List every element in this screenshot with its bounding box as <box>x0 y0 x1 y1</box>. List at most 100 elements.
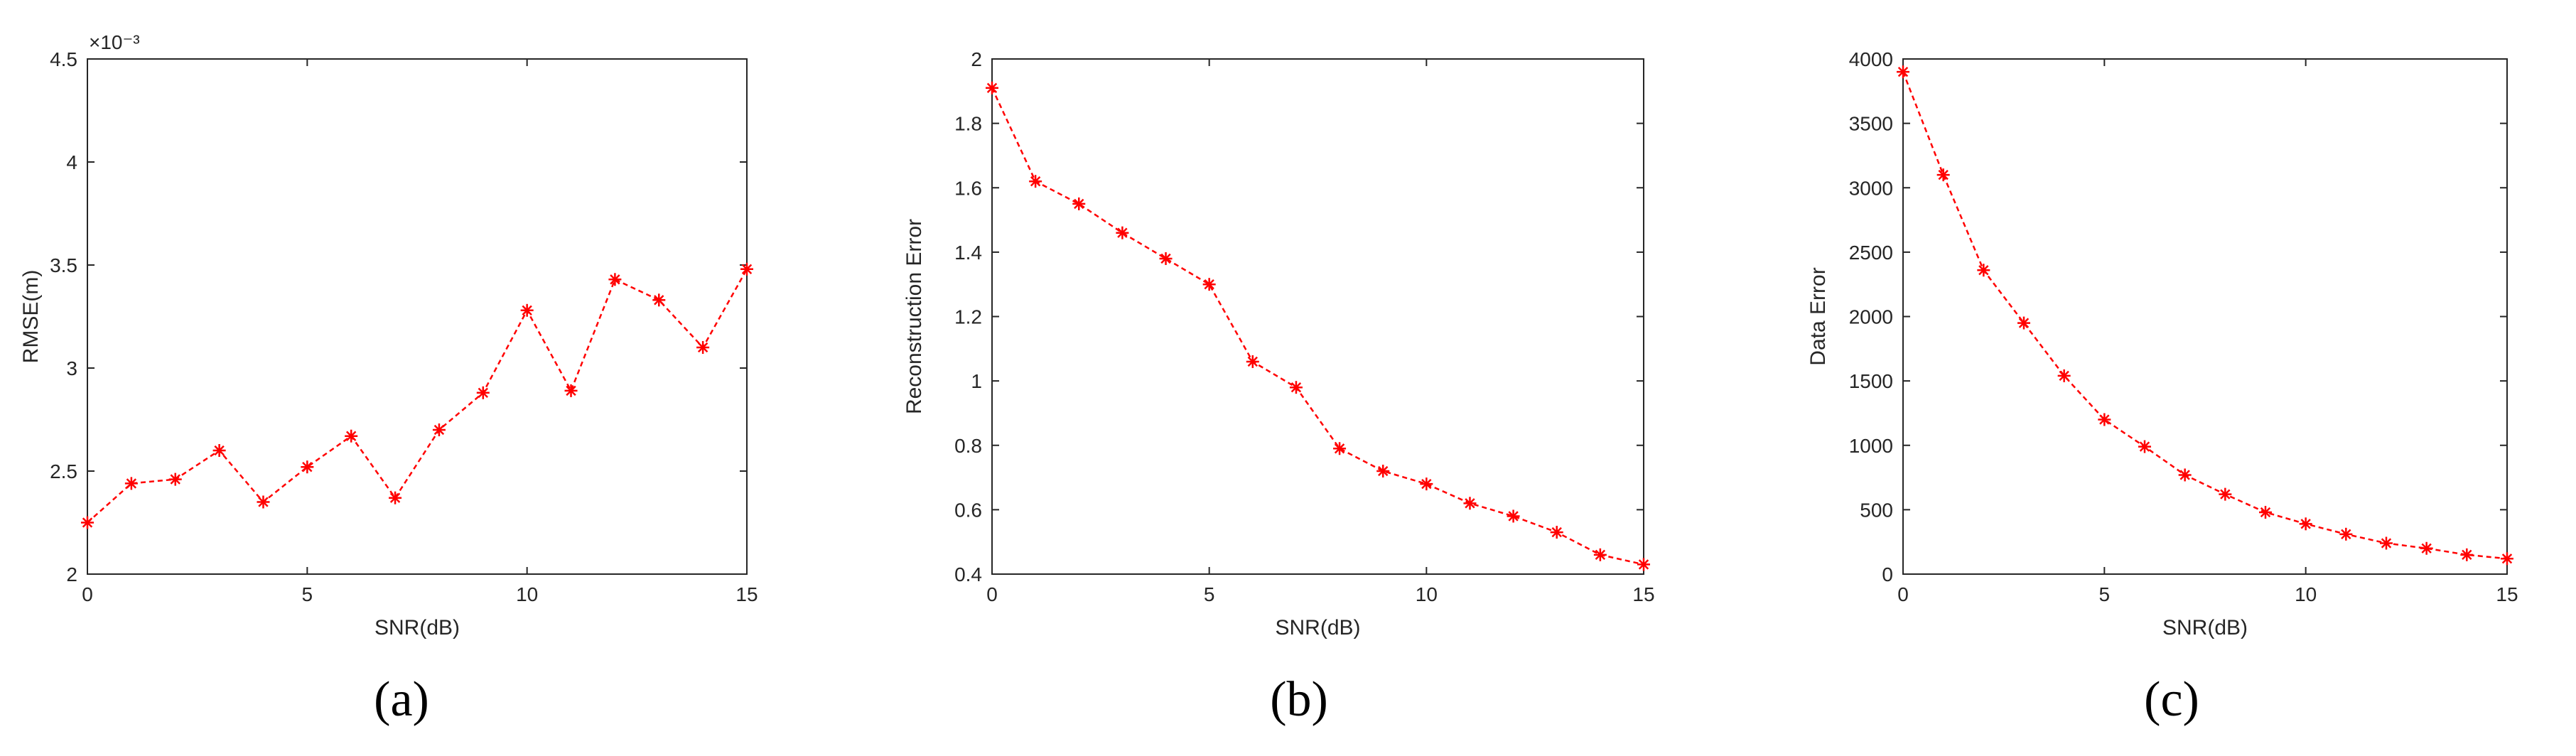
y-tick-label: 3000 <box>1849 177 1893 199</box>
x-tick-label: 10 <box>2295 583 2317 605</box>
y-tick-label: 2 <box>971 48 982 70</box>
marker-stroke <box>1978 265 1989 276</box>
x-tick-label: 10 <box>1416 583 1438 605</box>
y-tick-label: 4 <box>66 151 77 173</box>
marker-stroke <box>1334 443 1345 454</box>
marker-stroke <box>2139 441 2150 452</box>
data-point <box>2138 440 2151 453</box>
marker-stroke <box>1160 253 1171 264</box>
data-point <box>212 444 226 457</box>
panel-c: 0 5 10 15 0 500 1000 1500 2000 2500 3000 3500 4000 SN… <box>1717 0 2575 756</box>
marker-stroke <box>1551 526 1562 538</box>
data-point <box>257 495 270 509</box>
y-tick-label: 4.5 <box>50 48 77 70</box>
plot-area <box>1902 58 2508 575</box>
marker-stroke <box>2421 543 2432 554</box>
y-tick-label: 3.5 <box>50 254 77 276</box>
marker-stroke <box>1508 511 1519 522</box>
x-tick-label: 5 <box>1204 583 1215 605</box>
marker-stroke <box>1290 382 1302 393</box>
data-point <box>2420 541 2433 555</box>
marker-stroke <box>302 462 313 472</box>
marker-stroke <box>1378 465 1389 477</box>
data-point <box>2259 506 2272 519</box>
marker-stroke <box>433 424 445 436</box>
marker-stroke <box>741 264 753 274</box>
marker-stroke <box>258 497 269 507</box>
y-tick-label: 2500 <box>1849 242 1893 264</box>
y-tick-label: 0.4 <box>954 563 982 585</box>
data-point <box>2057 369 2071 382</box>
marker-stroke <box>2381 538 2392 549</box>
data-point <box>1116 226 1129 239</box>
y-tick-label: 3 <box>66 357 77 379</box>
marker-stroke <box>1897 66 1909 77</box>
series-line <box>991 87 1644 566</box>
marker-stroke <box>2501 554 2513 564</box>
y-tick-label: 1 <box>971 370 982 392</box>
x-tick-label: 0 <box>1897 583 1909 605</box>
y-tick-label: 500 <box>1860 499 1893 521</box>
x-tick-label: 0 <box>986 583 998 605</box>
marker-stroke <box>1421 478 1432 490</box>
marker-stroke <box>2462 549 2472 560</box>
marker-stroke <box>522 305 532 315</box>
marker-stroke <box>389 492 401 503</box>
data-point <box>1029 175 1042 188</box>
panel-a: 0 5 10 15 2 2.5 3 3.5 4 4.5 ×10⁻³ SNR(dB) RMSE(m) (a… <box>0 0 858 756</box>
data-point <box>1637 558 1650 571</box>
y-tick-label: 2.5 <box>50 460 77 482</box>
marker-stroke <box>2341 529 2351 539</box>
x-axis-title: SNR(dB) <box>2162 616 2248 639</box>
data-point <box>124 477 138 490</box>
data-point <box>520 303 534 317</box>
data-point <box>564 384 578 397</box>
data-point <box>345 429 358 443</box>
data-point <box>1593 548 1607 561</box>
y-tick-label: 1.6 <box>954 177 982 199</box>
marker-stroke <box>2179 470 2190 480</box>
marker-stroke <box>2220 489 2231 500</box>
x-tick-label: 0 <box>82 583 93 605</box>
y-tick-label: 4000 <box>1849 48 1893 70</box>
x-tick-label: 15 <box>735 583 758 605</box>
series-line <box>87 269 748 524</box>
data-point <box>1333 442 1347 455</box>
y-tick-label: 2000 <box>1849 306 1893 328</box>
y-tick-label: 1.2 <box>954 306 982 328</box>
chart-b: 0 5 10 15 0.4 0.6 0.8 1 1.2 1.4 1.6 1.8 2 SNR(dB) Reco… <box>902 48 1655 639</box>
marker-stroke <box>346 431 357 441</box>
y-tick-label: 0.8 <box>954 435 982 457</box>
marker-stroke <box>1638 559 1649 570</box>
y-tick-label: 1.8 <box>954 113 982 135</box>
data-point <box>2178 468 2192 482</box>
marker-stroke <box>1204 279 1214 290</box>
marker-stroke <box>986 82 998 93</box>
marker-stroke <box>566 385 576 396</box>
data-point <box>2380 536 2393 550</box>
data-point <box>2017 316 2030 330</box>
data-point <box>1897 65 1909 79</box>
marker-stroke <box>2260 507 2271 518</box>
y-axis-title: RMSE(m) <box>19 270 43 364</box>
data-point <box>696 341 710 354</box>
y-exponent-label: ×10⁻³ <box>89 31 140 53</box>
subplot-label-c: (c) <box>2144 672 2199 727</box>
panel-b: 0 5 10 15 0.4 0.6 0.8 1 1.2 1.4 1.6 1.8 2 SNR(dB) Reco… <box>858 0 1717 756</box>
marker-stroke <box>2018 318 2030 328</box>
x-axis-title: SNR(dB) <box>374 616 460 639</box>
marker-stroke <box>1247 356 1258 367</box>
data-point <box>740 262 753 276</box>
subplot-label-a: (a) <box>374 672 429 727</box>
y-tick-label: 1.4 <box>954 242 982 264</box>
data-point <box>2339 527 2353 541</box>
marker-stroke <box>2059 370 2069 382</box>
plot-area <box>87 58 748 575</box>
x-tick-label: 10 <box>516 583 538 605</box>
marker-stroke <box>610 274 620 285</box>
marker-stroke <box>214 445 225 456</box>
data-point <box>2219 487 2232 501</box>
y-tick-label: 0 <box>1882 563 1893 585</box>
chart-c: 0 5 10 15 0 500 1000 1500 2000 2500 3000 3500 4000 SN… <box>1806 48 2518 639</box>
x-tick-label: 5 <box>2099 583 2111 605</box>
